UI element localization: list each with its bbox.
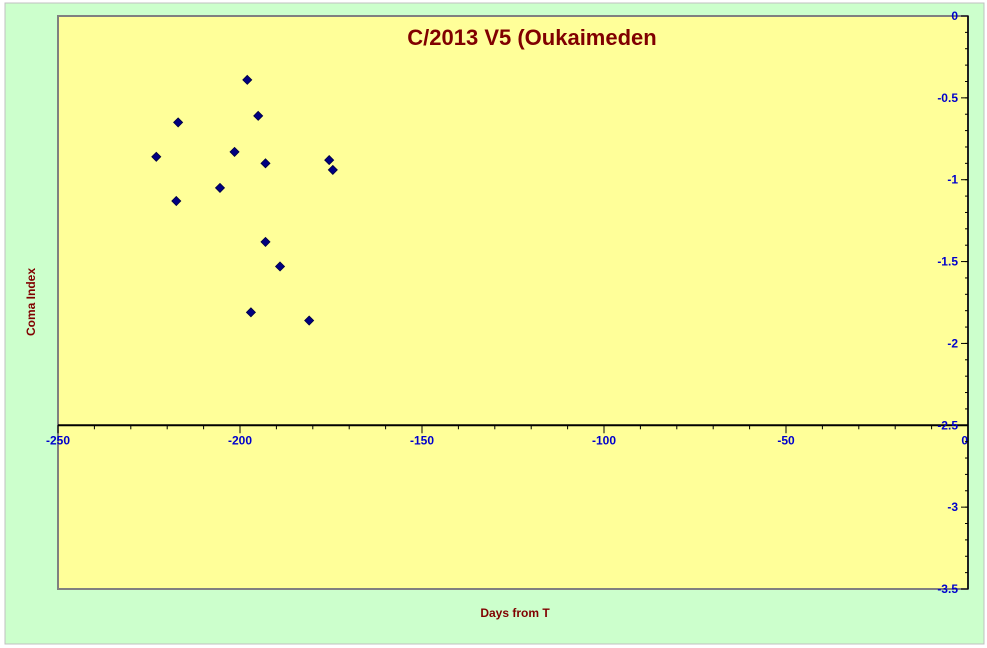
y-tick-label: -2 (947, 336, 958, 350)
x-tick-label: -250 (46, 433, 70, 447)
y-tick-label: -2.5 (937, 418, 958, 432)
data-points (151, 74, 338, 326)
y-tick-label: -0.5 (937, 91, 958, 105)
chart-title: C/2013 V5 (Oukaimeden (407, 25, 656, 50)
data-point (274, 261, 286, 272)
data-point (324, 155, 335, 166)
x-tick-label: -200 (228, 433, 252, 447)
y-tick-label: -3.5 (937, 582, 958, 596)
x-tick-label: -150 (410, 433, 434, 447)
data-point (260, 236, 271, 247)
data-point (173, 117, 184, 128)
x-axis-title: Days from T (480, 606, 550, 620)
axes: -250 -200 -150 -100 -50 0 0 -0.5 -1 -1.5 -2 -2.5 -3 -… (46, 9, 969, 596)
data-point (327, 164, 338, 175)
data-point (214, 182, 226, 193)
y-tick-label: 0 (951, 9, 958, 23)
data-point (171, 195, 182, 207)
data-point (304, 315, 315, 326)
data-point (253, 110, 264, 121)
x-tick-label: -50 (777, 433, 795, 447)
y-tick-label: -1 (947, 173, 958, 187)
data-point (151, 151, 162, 162)
data-point (260, 158, 271, 169)
x-tick-label: -100 (592, 433, 616, 447)
data-point (245, 307, 256, 318)
data-point (229, 146, 240, 157)
data-point (242, 74, 253, 85)
x-tick-label: 0 (961, 433, 968, 447)
y-tick-label: -3 (947, 500, 958, 514)
plot-area (57, 15, 969, 590)
y-tick-label: -1.5 (937, 255, 958, 269)
y-axis-title: Coma Index (24, 268, 38, 336)
